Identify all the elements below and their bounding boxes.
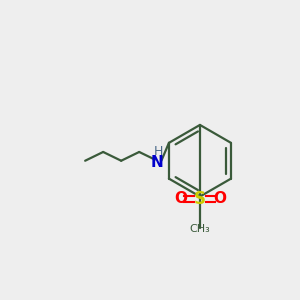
Text: N: N [151,155,164,170]
Text: O: O [174,191,187,206]
Text: CH₃: CH₃ [190,224,210,234]
Text: S: S [194,190,206,208]
Text: H: H [154,145,163,158]
Text: O: O [213,191,226,206]
